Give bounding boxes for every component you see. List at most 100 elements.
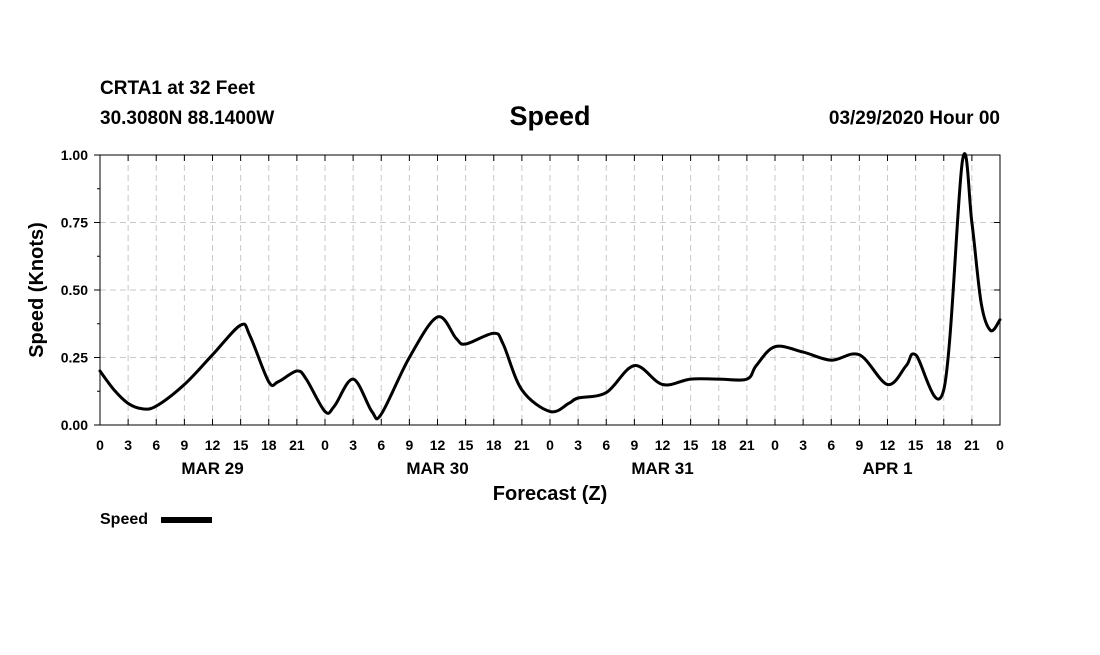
- data-point: [914, 353, 917, 356]
- data-point: [689, 378, 692, 381]
- data-point: [380, 413, 383, 416]
- x-tick-label: 9: [855, 437, 863, 453]
- x-tick-label: 12: [430, 437, 446, 453]
- legend-label: Speed: [100, 511, 148, 528]
- data-point: [745, 378, 748, 381]
- data-point: [305, 378, 308, 381]
- series-layer: [98, 152, 1002, 421]
- data-point: [633, 364, 636, 367]
- data-point: [970, 221, 973, 224]
- x-tick-label: 18: [711, 437, 727, 453]
- y-axis-title: Speed (Knots): [26, 222, 48, 358]
- day-label: MAR 31: [631, 459, 693, 478]
- x-tick-label: 21: [514, 437, 530, 453]
- x-tick-label: 15: [233, 437, 249, 453]
- data-point: [436, 316, 439, 318]
- tick-labels: 0 3 6 9 12 15 18 21 0 3 6 9 12 15 18 21 0 3 6 9 12 15 18 21 0 3 6 9…: [61, 147, 1004, 478]
- y-tick-label: 0.25: [61, 350, 88, 366]
- x-tick-label: 15: [908, 437, 924, 453]
- x-tick-label: 6: [602, 437, 610, 453]
- x-tick-label: 21: [739, 437, 755, 453]
- data-point: [989, 329, 992, 332]
- run-time: 03/29/2020 Hour 00: [829, 108, 1000, 129]
- data-point: [905, 364, 908, 367]
- data-point: [267, 380, 270, 383]
- x-tick-label: 15: [683, 437, 699, 453]
- x-tick-label: 3: [799, 437, 807, 453]
- legend: Speed: [100, 511, 212, 528]
- data-point: [352, 378, 355, 381]
- x-tick-label: 3: [124, 437, 132, 453]
- data-point: [333, 405, 336, 408]
- x-tick-label: 6: [827, 437, 835, 453]
- data-point: [717, 378, 720, 381]
- x-tick-label: 12: [205, 437, 221, 453]
- station-name: CRTA1 at 32 Feet: [100, 78, 256, 99]
- x-tick-label: 21: [964, 437, 980, 453]
- data-point: [183, 383, 186, 386]
- x-tick-label: 0: [321, 437, 329, 453]
- data-point: [324, 410, 326, 413]
- data-point: [520, 388, 523, 391]
- x-tick-label: 18: [936, 437, 952, 453]
- data-point: [886, 383, 889, 386]
- x-tick-label: 0: [96, 437, 104, 453]
- x-axis-title: Forecast (Z): [493, 483, 607, 505]
- day-label: MAR 30: [406, 459, 468, 478]
- x-tick-label: 18: [486, 437, 502, 453]
- x-tick-label: 6: [377, 437, 385, 453]
- day-label: MAR 29: [181, 459, 243, 478]
- data-point: [464, 343, 467, 345]
- data-point: [295, 370, 298, 372]
- chart-title: Speed: [509, 101, 590, 131]
- x-tick-label: 3: [574, 437, 582, 453]
- data-point: [830, 359, 833, 362]
- x-tick-label: 0: [546, 437, 554, 453]
- x-tick-label: 18: [261, 437, 277, 453]
- data-point: [980, 302, 983, 305]
- station-coordinates: 30.3080N 88.1400W: [100, 108, 274, 129]
- y-tick-label: 0.50: [61, 282, 88, 298]
- data-point: [370, 410, 373, 413]
- x-tick-label: 21: [289, 437, 305, 453]
- x-tick-label: 9: [630, 437, 638, 453]
- x-tick-label: 3: [349, 437, 357, 453]
- data-point: [549, 410, 551, 413]
- data-point: [661, 383, 664, 386]
- data-point: [774, 345, 776, 348]
- data-point: [942, 388, 945, 391]
- x-tick-label: 12: [880, 437, 896, 453]
- data-point: [141, 407, 144, 410]
- data-point: [113, 388, 116, 391]
- data-point: [239, 324, 242, 327]
- data-point: [502, 343, 505, 345]
- data-point: [961, 159, 964, 162]
- x-tick-label: 9: [405, 437, 413, 453]
- data-point: [455, 337, 458, 340]
- data-point: [277, 380, 280, 383]
- plot-frame: [99, 154, 1001, 426]
- data-point: [155, 405, 158, 408]
- data-point: [577, 397, 580, 399]
- y-tick-label: 0.00: [61, 417, 88, 433]
- x-tick-label: 9: [180, 437, 188, 453]
- x-tick-label: 0: [771, 437, 779, 453]
- data-point: [858, 353, 861, 356]
- data-point: [127, 402, 130, 405]
- data-point: [755, 364, 758, 367]
- x-tick-label: 0: [996, 437, 1004, 453]
- x-tick-label: 12: [655, 437, 671, 453]
- y-tick-label: 1.00: [61, 147, 88, 163]
- x-tick-label: 6: [152, 437, 160, 453]
- data-point: [408, 356, 411, 359]
- y-tick-label: 0.75: [61, 215, 88, 231]
- data-point: [802, 351, 805, 354]
- x-tick-label: 15: [458, 437, 474, 453]
- data-point: [605, 391, 608, 394]
- day-label: APR 1: [862, 459, 912, 478]
- axis-ticks: [94, 154, 1001, 426]
- data-point: [249, 334, 251, 337]
- data-point: [211, 353, 214, 356]
